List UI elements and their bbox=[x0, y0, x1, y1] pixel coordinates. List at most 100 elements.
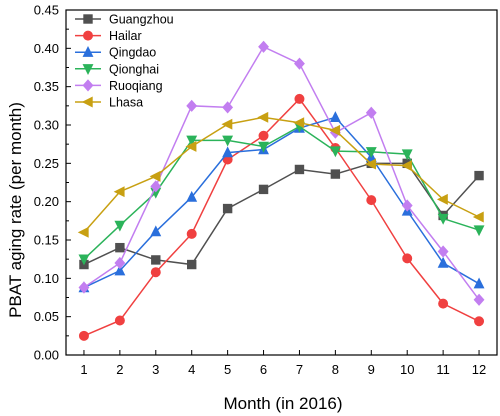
series-lhasa bbox=[77, 111, 484, 238]
plot-area bbox=[77, 40, 485, 341]
legend-label-guangzhou: Guangzhou bbox=[109, 13, 174, 27]
data-point-qionghai bbox=[401, 149, 413, 161]
legend-label-lhasa: Lhasa bbox=[109, 96, 143, 110]
data-point-hailar bbox=[114, 315, 125, 326]
data-point-hailar bbox=[438, 298, 449, 309]
data-point-hailar bbox=[186, 228, 197, 239]
data-point-qionghai bbox=[78, 254, 90, 266]
data-point-guangzhou bbox=[222, 203, 233, 214]
legend-label-qionghai: Qionghai bbox=[109, 62, 159, 76]
data-point-lhasa bbox=[365, 158, 376, 170]
x-tick-label: 6 bbox=[260, 362, 267, 377]
x-tick-label: 4 bbox=[188, 362, 195, 377]
data-point-guangzhou bbox=[258, 184, 269, 195]
data-point-ruoqiang bbox=[150, 180, 162, 193]
data-point-ruoqiang bbox=[114, 256, 126, 270]
y-tick-label: 0.25 bbox=[34, 156, 59, 171]
data-point-qingdao bbox=[329, 111, 341, 123]
y-tick-label: 0.30 bbox=[34, 118, 59, 133]
data-point-qingdao bbox=[150, 225, 162, 237]
data-point-lhasa bbox=[113, 186, 125, 198]
data-point-qingdao bbox=[186, 190, 198, 202]
series-qingdao bbox=[78, 111, 485, 293]
data-point-ruoqiang bbox=[186, 99, 198, 112]
y-tick-label: 0.15 bbox=[34, 233, 59, 248]
legend-item-qionghai: Qionghai bbox=[75, 62, 159, 76]
y-tick-label: 0.45 bbox=[34, 3, 59, 18]
data-point-lhasa bbox=[185, 141, 197, 152]
y-tick-label: 0.35 bbox=[34, 79, 59, 94]
series-guangzhou bbox=[79, 158, 484, 270]
y-tick-label: 0.00 bbox=[34, 348, 59, 363]
data-point-qionghai bbox=[114, 220, 126, 232]
legend-marker-guangzhou bbox=[83, 14, 93, 24]
data-point-guangzhou bbox=[115, 242, 125, 253]
data-point-qingdao bbox=[473, 277, 485, 289]
legend-item-guangzhou: Guangzhou bbox=[75, 13, 174, 27]
legend-marker-ruoqiang bbox=[82, 79, 94, 92]
y-tick-label: 0.40 bbox=[34, 41, 59, 56]
legend-label-qingdao: Qingdao bbox=[109, 46, 156, 60]
series-line-qionghai bbox=[83, 125, 480, 260]
data-point-qingdao bbox=[437, 256, 449, 268]
x-tick-label: 2 bbox=[116, 362, 123, 377]
x-tick-label: 1 bbox=[80, 362, 87, 377]
legend-marker-lhasa bbox=[81, 96, 93, 108]
legend-label-ruoqiang: Ruoqiang bbox=[109, 79, 163, 93]
legend-item-lhasa: Lhasa bbox=[75, 96, 143, 110]
data-point-ruoqiang bbox=[365, 106, 377, 119]
x-axis-title: Month (in 2016) bbox=[223, 394, 342, 413]
data-point-guangzhou bbox=[330, 169, 341, 179]
data-point-hailar bbox=[474, 316, 485, 327]
legend-marker-qingdao bbox=[82, 46, 94, 57]
legend-item-ruoqiang: Ruoqiang bbox=[75, 79, 163, 93]
series-ruoqiang bbox=[78, 40, 485, 306]
data-point-qionghai bbox=[437, 213, 449, 225]
legend-item-hailar: Hailar bbox=[75, 29, 142, 43]
data-point-lhasa bbox=[149, 170, 161, 182]
x-tick-label: 3 bbox=[152, 362, 159, 377]
x-tick-label: 5 bbox=[224, 362, 231, 377]
series-line-lhasa bbox=[83, 116, 480, 233]
data-point-qionghai bbox=[365, 147, 377, 159]
data-point-qionghai bbox=[186, 135, 198, 147]
data-point-qionghai bbox=[222, 135, 234, 147]
y-tick-label: 0.20 bbox=[34, 194, 59, 209]
legend-marker-hailar bbox=[83, 30, 94, 41]
y-axis-title: PBAT aging rate (per month) bbox=[6, 102, 25, 318]
data-point-lhasa bbox=[257, 111, 269, 123]
legend-label-hailar: Hailar bbox=[109, 29, 142, 43]
y-tick-label: 0.05 bbox=[34, 309, 59, 324]
data-point-qionghai bbox=[329, 146, 341, 158]
data-point-lhasa bbox=[221, 118, 233, 130]
y-tick-label: 0.10 bbox=[34, 271, 59, 286]
data-point-guangzhou bbox=[151, 255, 161, 265]
x-tick-label: 11 bbox=[436, 362, 450, 377]
data-point-lhasa bbox=[436, 193, 448, 205]
data-point-hailar bbox=[294, 93, 305, 104]
x-tick-label: 12 bbox=[472, 362, 486, 377]
data-point-ruoqiang bbox=[258, 40, 269, 53]
axes: 0.00 0.05 0.10 0.15 0.20 0.25 0.30 0.35 0.40 0.45… bbox=[34, 3, 498, 377]
data-point-lhasa bbox=[401, 160, 412, 172]
x-tick-label: 9 bbox=[368, 362, 375, 377]
data-point-hailar bbox=[258, 130, 269, 141]
data-point-guangzhou bbox=[474, 170, 484, 181]
legend-item-qingdao: Qingdao bbox=[75, 46, 156, 60]
data-point-hailar bbox=[150, 267, 161, 278]
data-point-lhasa bbox=[472, 211, 484, 223]
data-point-lhasa bbox=[329, 124, 341, 136]
legend-marker-qionghai bbox=[82, 64, 94, 75]
legend: Guangzhou Hailar Qingdao Qionghai Ruoqiang Lh… bbox=[75, 13, 174, 110]
data-point-ruoqiang bbox=[473, 293, 485, 306]
data-point-guangzhou bbox=[187, 259, 197, 270]
data-point-qingdao bbox=[222, 146, 234, 158]
data-point-lhasa bbox=[77, 226, 89, 238]
series-line-hailar bbox=[83, 97, 480, 337]
data-point-guangzhou bbox=[294, 164, 305, 175]
data-point-ruoqiang bbox=[222, 101, 234, 114]
data-point-hailar bbox=[366, 195, 377, 206]
data-point-hailar bbox=[78, 330, 89, 341]
data-point-qionghai bbox=[258, 141, 269, 153]
